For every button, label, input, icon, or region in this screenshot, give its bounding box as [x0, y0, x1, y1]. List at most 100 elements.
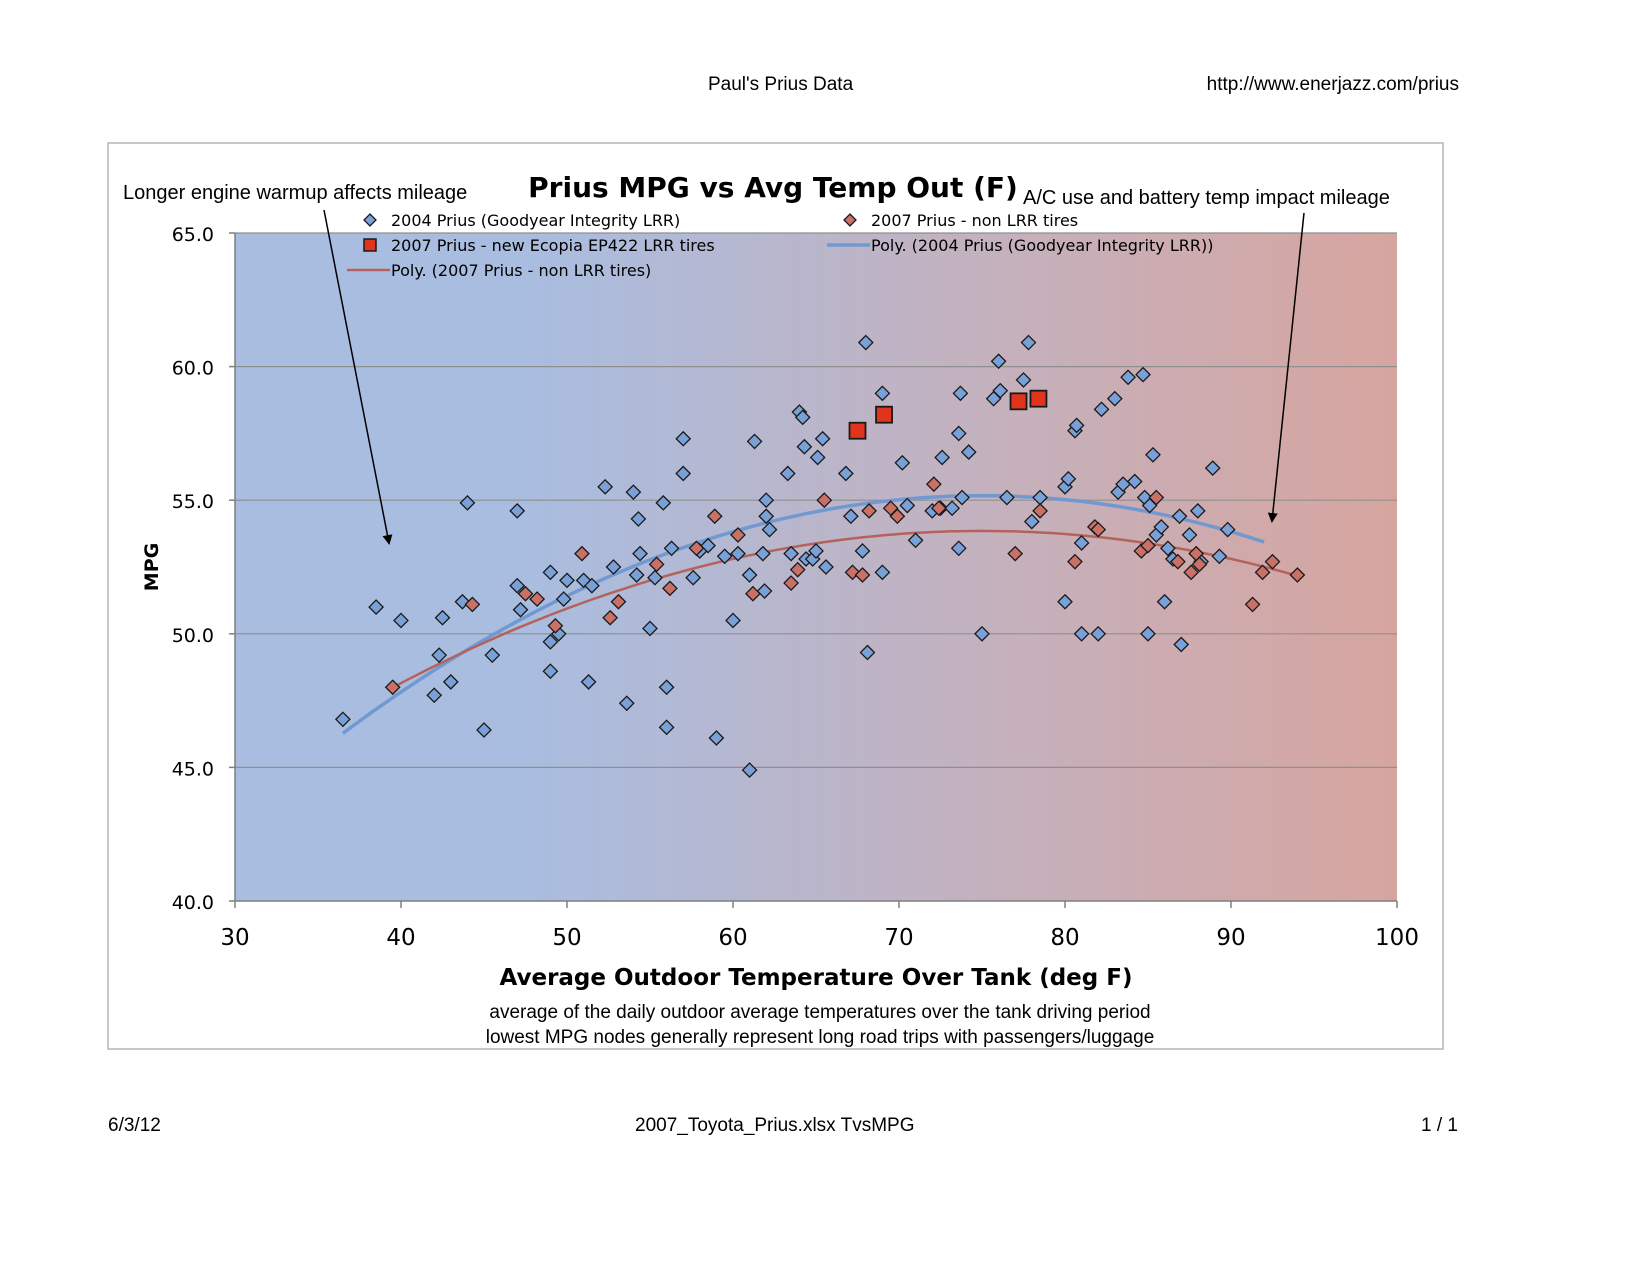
point-2007-ecopia [875, 405, 893, 424]
point-2007-nonlrr [1140, 537, 1156, 554]
annotation-ac: A/C use and battery temp impact mileage [1023, 187, 1390, 209]
point-2007-nonlrr [1007, 545, 1024, 562]
point-2007-nonlrr [1067, 553, 1083, 570]
point-2004 [555, 591, 572, 607]
point-2004 [675, 465, 692, 482]
point-2004 [1145, 446, 1161, 463]
legend-label-poly-2007: Poly. (2007 Prius - non LRR tires) [391, 261, 651, 280]
point-2004 [741, 762, 758, 778]
point-2004 [1140, 625, 1156, 642]
x-tick-label: 90 [1216, 925, 1245, 951]
annotation-warmup-arrow [323, 209, 393, 545]
point-2004 [1023, 513, 1040, 530]
point-2007-nonlrr [1090, 521, 1107, 538]
point-2004 [1090, 625, 1107, 642]
point-2007-nonlrr [662, 580, 678, 597]
x-tick-label: 70 [884, 925, 913, 951]
legend-marker-ecopia [363, 238, 377, 252]
footer-page: 1 / 1 [1421, 1115, 1458, 1136]
point-2004 [685, 569, 702, 586]
point-2007-nonlrr [854, 567, 871, 583]
point-2004 [818, 559, 834, 575]
point-2004 [783, 545, 800, 562]
x-tick-label: 50 [552, 925, 581, 951]
point-2004 [761, 521, 778, 538]
point-2004 [597, 478, 614, 495]
point-2004 [1156, 593, 1173, 610]
point-2007-nonlrr [574, 545, 590, 562]
point-2004 [894, 454, 911, 471]
point-2004 [854, 543, 871, 559]
point-2004 [808, 543, 824, 559]
point-2004 [663, 540, 680, 557]
point-2004 [1153, 519, 1170, 535]
legend: 2004 Prius (Goodyear Integrity LRR) 2007… [347, 211, 1213, 280]
point-2004 [509, 502, 526, 519]
point-2004 [960, 444, 977, 461]
y-tick-label: 60.0 [172, 358, 214, 380]
point-2007-nonlrr [745, 585, 761, 602]
point-2004 [998, 489, 1015, 506]
point-2004 [1219, 521, 1236, 538]
y-tick-labels: 40.0 45.0 50.0 55.0 60.0 65.0 [172, 224, 214, 914]
point-2004 [899, 497, 916, 514]
header-url[interactable]: http://www.enerjazz.com/prius [1206, 74, 1459, 95]
point-2004 [1173, 636, 1190, 653]
point-2004 [1171, 508, 1188, 525]
point-2007-nonlrr [1244, 596, 1261, 613]
point-2004 [393, 612, 409, 629]
legend-label-poly-2004: Poly. (2004 Prius (Goodyear Integrity LR… [871, 236, 1213, 255]
point-2004 [625, 484, 642, 501]
legend-label-2004: 2004 Prius (Goodyear Integrity LRR) [391, 211, 680, 230]
point-2004 [1126, 473, 1143, 490]
point-2004 [509, 577, 526, 594]
point-2004 [1073, 625, 1090, 642]
point-2007-nonlrr [529, 591, 546, 607]
x-tick-labels: 30 40 50 60 70 80 90 100 [220, 925, 1419, 951]
point-2004 [459, 494, 476, 511]
point-2004 [442, 673, 459, 690]
point-2004 [605, 559, 622, 575]
legend-marker-2004 [363, 213, 377, 227]
data-points [334, 334, 1306, 778]
point-2004 [675, 430, 692, 447]
point-2007-nonlrr [610, 593, 627, 610]
plot-background [235, 233, 1397, 901]
point-2004 [1093, 401, 1110, 418]
point-2004 [907, 532, 924, 549]
point-2004 [842, 508, 859, 525]
gridlines [235, 232, 1397, 769]
point-2004 [974, 625, 990, 642]
point-2004 [630, 510, 647, 527]
point-2007-nonlrr [517, 585, 534, 602]
point-2004 [708, 730, 725, 746]
point-2004 [716, 548, 733, 565]
point-2007-ecopia [848, 421, 867, 440]
point-2007-nonlrr [930, 500, 947, 517]
point-2004 [700, 537, 717, 554]
point-2007-nonlrr [816, 492, 833, 509]
y-tick-label: 65.0 [172, 224, 214, 246]
point-2004 [583, 577, 600, 594]
point-2004 [512, 601, 529, 618]
point-2004 [952, 385, 969, 402]
point-2007-nonlrr [706, 508, 723, 525]
x-axis-label: Average Outdoor Temperature Over Tank (d… [500, 965, 1133, 991]
point-2004 [618, 695, 635, 712]
point-2007-nonlrr [1183, 564, 1200, 581]
point-2004 [1015, 372, 1032, 388]
axes [229, 232, 1398, 908]
point-2004 [484, 647, 501, 664]
point-2007-nonlrr [1032, 502, 1049, 519]
point-2004 [874, 385, 891, 402]
point-2007-nonlrr [889, 508, 906, 525]
point-2004 [368, 599, 385, 615]
point-2004 [1073, 535, 1090, 551]
point-2007-nonlrr [464, 596, 481, 613]
point-2004 [434, 609, 451, 626]
point-2007-nonlrr [789, 561, 806, 578]
x-tick-label: 80 [1050, 925, 1079, 951]
point-2004 [1068, 417, 1085, 434]
point-2004 [1135, 366, 1151, 383]
